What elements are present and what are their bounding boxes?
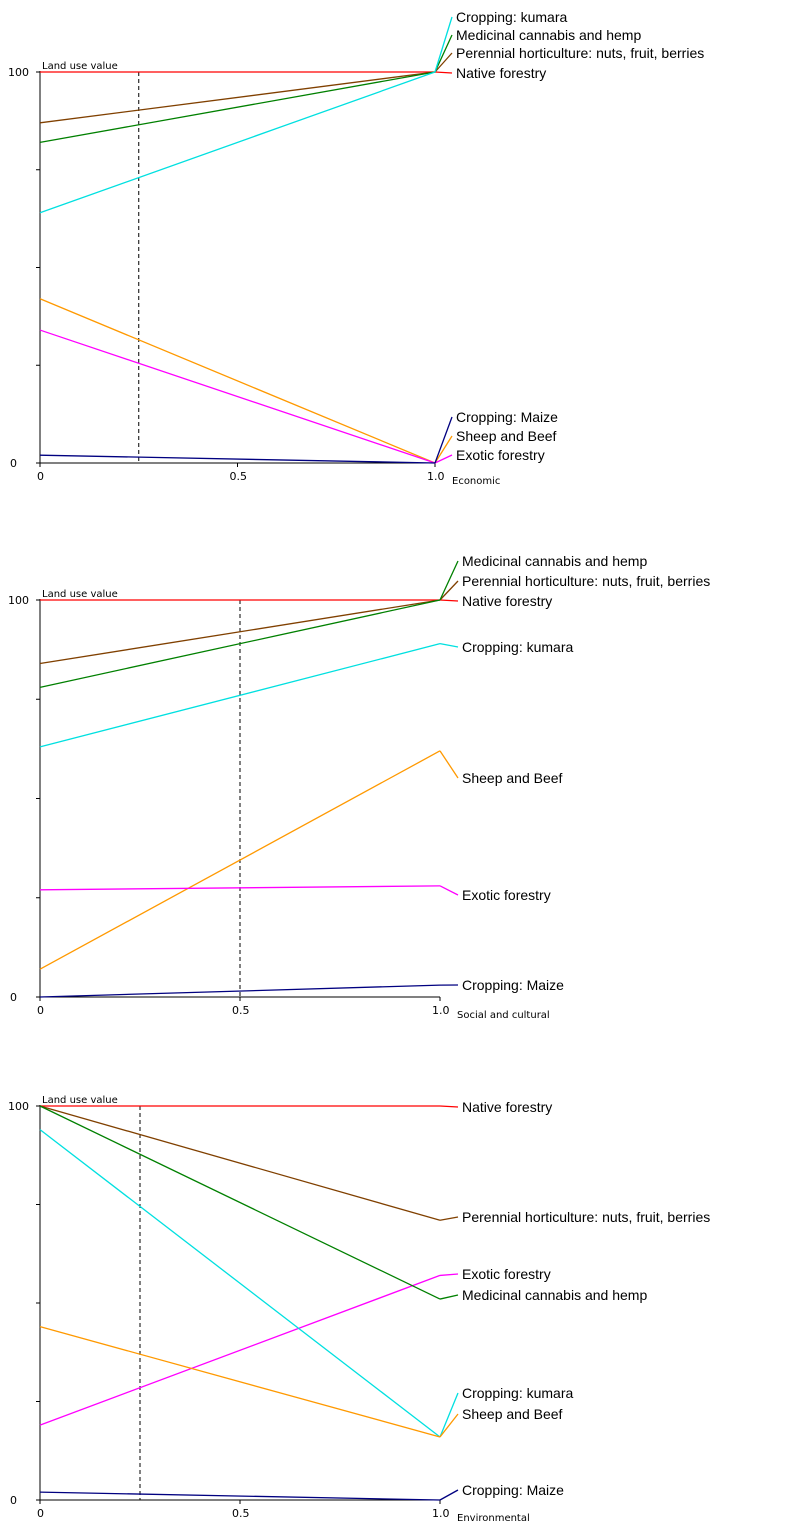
y-axis-label: Land use value [42,589,118,600]
series-label: Exotic forestry [462,887,551,903]
label-leader-line [439,1105,459,1108]
label-leader-line [434,416,453,464]
label-leader-line [439,1273,459,1277]
x-axis-label: Social and cultural [457,1010,550,1021]
y-tick-label: 100 [8,1100,29,1113]
chart-panel-2: 0 100 0 0.5 1.0 Land use value Social and cult… [8,553,710,1021]
series-label: Medicinal cannabis and hemp [462,1287,647,1303]
y-axis-label: Land use value [42,61,118,72]
x-tick-label: 0.5 [232,1004,250,1017]
series-line [39,71,436,214]
label-leader-line [434,16,453,73]
series-label: Native forestry [462,1099,552,1115]
x-tick-label: 0 [37,1507,44,1520]
series-line [39,1129,441,1438]
label-leader-line [439,560,459,601]
label-leader-line [434,435,453,464]
label-leader-line [434,454,453,464]
series-line [39,329,436,464]
series-line [39,1105,441,1221]
series-line [39,1105,441,1300]
label-leader-line [439,599,459,602]
series-label: Cropping: Maize [462,1482,564,1498]
series-label: Perennial horticulture: nuts, fruit, ber… [462,573,710,589]
series-line [39,298,436,464]
y-tick-label: 0 [10,991,17,1004]
series-line [39,599,441,688]
x-axis-label: Environmental [457,1513,530,1524]
x-tick-label: 0 [37,470,44,483]
label-leader-line [439,1489,459,1501]
chart-panel-1: 0 100 0 0.5 1.0 Land use value Economic Native … [8,9,704,487]
series-line [39,1274,441,1426]
y-tick-label: 0 [10,457,17,470]
series-label: Native forestry [456,65,546,81]
y-tick-label: 0 [10,1494,17,1507]
x-axis-label: Economic [452,476,500,487]
series-line [39,643,441,748]
series-label: Cropping: Maize [456,409,558,425]
series-label: Sheep and Beef [456,428,557,444]
label-leader-line [439,1294,459,1300]
series-label: Sheep and Beef [462,1406,563,1422]
label-leader-line [439,643,459,648]
series-line [39,1491,441,1501]
label-leader-line [439,1216,459,1221]
label-leader-line [434,34,453,73]
series-line [39,599,441,665]
series-label: Perennial horticulture: nuts, fruit, ber… [462,1209,710,1225]
label-leader-line [434,52,453,73]
x-tick-label: 0 [37,1004,44,1017]
series-label: Perennial horticulture: nuts, fruit, ber… [456,45,704,61]
y-tick-label: 100 [8,594,29,607]
label-leader-line [434,71,453,74]
label-leader-line [439,1413,459,1438]
x-tick-label: 0.5 [232,1507,250,1520]
series-line [39,984,441,998]
x-tick-label: 1.0 [432,1004,450,1017]
y-tick-label: 100 [8,66,29,79]
chart-panel-3: 0 100 0 0.5 1.0 Land use value Environmental Na… [8,1095,710,1524]
series-line [39,885,441,891]
series-label: Medicinal cannabis and hemp [456,27,641,43]
series-line [39,454,436,464]
series-label: Sheep and Beef [462,770,563,786]
series-label: Native forestry [462,593,552,609]
label-leader-line [439,580,459,601]
x-tick-label: 1.0 [432,1507,450,1520]
series-label: Medicinal cannabis and hemp [462,553,647,569]
series-label: Exotic forestry [462,1266,551,1282]
series-line [39,1326,441,1438]
series-line [39,71,436,124]
series-label: Cropping: kumara [462,1385,573,1401]
series-label: Exotic forestry [456,447,545,463]
x-tick-label: 0.5 [230,470,248,483]
label-leader-line [439,885,459,896]
series-line [39,71,436,144]
series-line [39,750,441,970]
label-leader-line [439,750,459,779]
series-label: Cropping: kumara [456,9,567,25]
series-label: Cropping: kumara [462,639,573,655]
x-tick-label: 1.0 [427,470,445,483]
series-label: Cropping: Maize [462,977,564,993]
y-axis-label: Land use value [42,1095,118,1106]
label-leader-line [439,1392,459,1438]
